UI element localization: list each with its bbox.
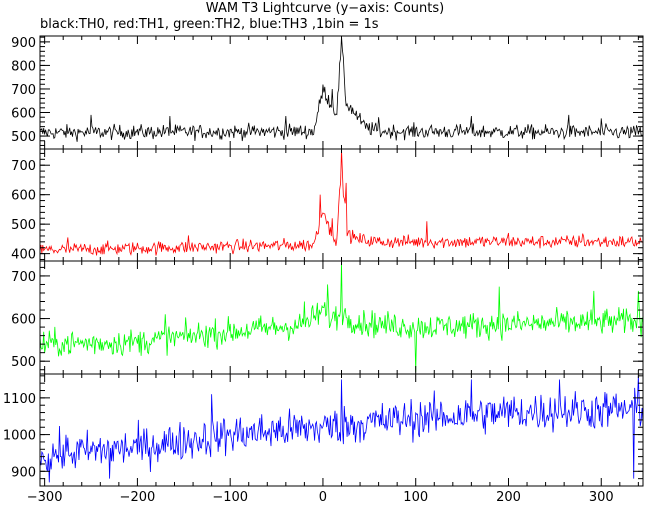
y-tick-label: 600 [11, 189, 36, 204]
y-tick-label: 700 [11, 83, 36, 98]
x-tick-label: 200 [496, 490, 521, 505]
panel-th0: 500 600 700 800 900 [11, 35, 644, 150]
y-tick-label: 600 [11, 107, 36, 122]
y-tick-label: 500 [11, 218, 36, 233]
chart-title: WAM T3 Lightcurve (y−axis: Counts) [205, 1, 445, 16]
y-tick-label: 700 [11, 270, 36, 285]
y-tick-label: 900 [11, 36, 36, 51]
x-tick-label: −300 [27, 490, 63, 505]
y-tick-label: 1000 [3, 429, 36, 444]
panel-th3: 900 1000 1100 [3, 373, 644, 487]
y-tick-label: 700 [11, 159, 36, 174]
lightcurve-th1 [40, 149, 643, 256]
y-tick-label: 900 [11, 465, 36, 480]
y-tick-label: 1100 [3, 392, 36, 407]
x-tick-label: 0 [319, 490, 327, 505]
y-tick-label: 400 [11, 248, 36, 263]
y-tick-label: 500 [11, 130, 36, 145]
panel-frame [39, 35, 644, 150]
y-tick-label: 500 [11, 355, 36, 370]
chart-subtitle: black:TH0, red:TH1, green:TH2, blue:TH3 … [40, 17, 379, 32]
x-tick-label: 100 [403, 490, 428, 505]
panel-frame [39, 148, 644, 262]
x-tick-label: −200 [120, 490, 156, 505]
panel-th2: 500 600 700 [11, 260, 644, 375]
x-tick-label: −100 [212, 490, 248, 505]
y-tick-label: 800 [11, 59, 36, 74]
lightcurve-th0 [40, 36, 643, 142]
lightcurve-th3 [40, 375, 643, 483]
panel-th1: 400 500 600 700 [11, 148, 644, 263]
lightcurve-th2 [40, 261, 643, 372]
x-tick-label: 300 [589, 490, 614, 505]
y-tick-label: 600 [11, 313, 36, 328]
